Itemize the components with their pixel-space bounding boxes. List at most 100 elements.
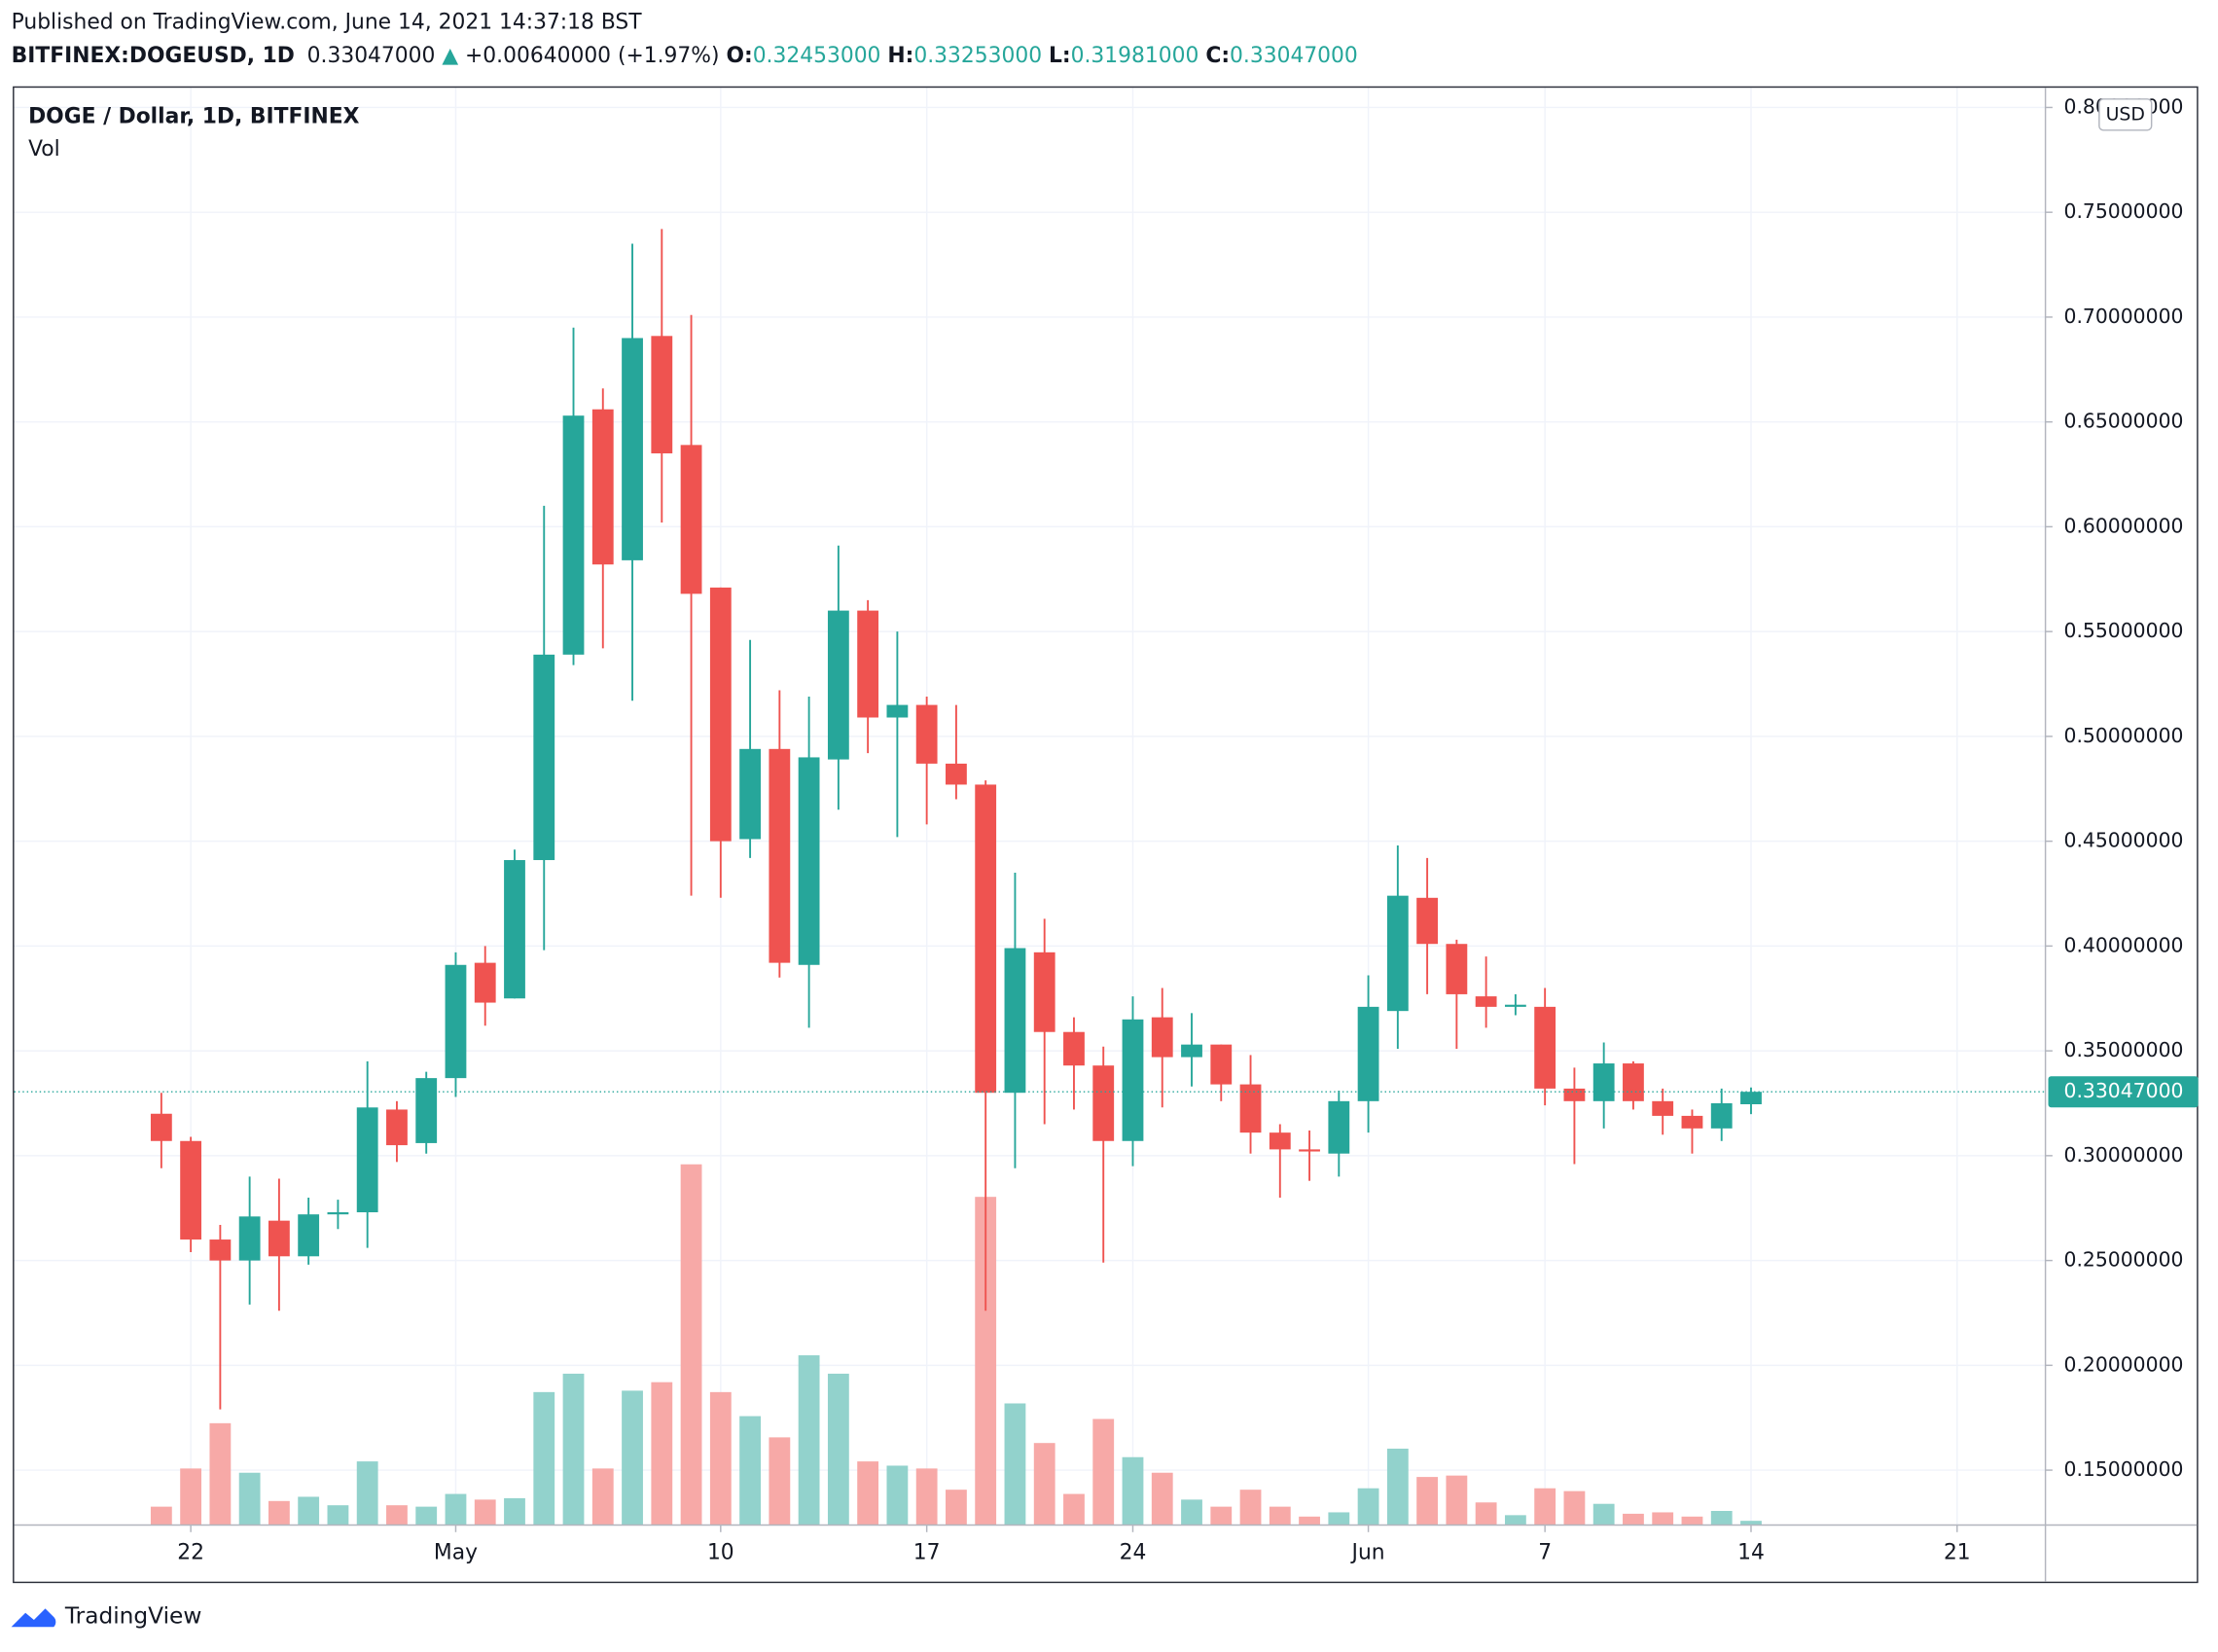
candle-body [680,445,702,594]
volume-bar [238,1472,261,1526]
volume-bar [1386,1449,1409,1526]
candle-body [1151,1017,1173,1058]
candle-body [651,336,673,453]
y-tick-label: 0.45000000 [2064,829,2184,852]
y-tick-label: 0.70000000 [2064,305,2184,328]
candle-body [238,1216,261,1261]
volume-bar [1122,1456,1144,1526]
candle-body [386,1109,408,1146]
candle-body [1504,1004,1526,1007]
volume-bar [857,1461,879,1526]
candle-body [975,784,997,1094]
volume-bar [915,1468,938,1526]
y-tick-label: 0.25000000 [2064,1248,2184,1272]
candle-body [415,1078,438,1143]
volume-bar [445,1493,467,1526]
volume-bar [1328,1512,1350,1526]
candle-body [1446,944,1468,994]
currency[interactable]: USD [2106,103,2145,125]
currency-box[interactable] [2098,98,2153,131]
volume-bar [1681,1516,1703,1526]
volume-bar [1181,1499,1202,1526]
quote-line: BITFINEX:DOGEUSD, 1D 0.33047000 ▲ +0.006… [12,44,1358,68]
volume-bar [1446,1475,1468,1526]
low-label: L: [1049,44,1071,68]
x-tick-label: 17 [913,1541,941,1565]
candle-body [562,415,585,655]
volume-bar [327,1505,349,1526]
volume-bar [1004,1403,1026,1526]
volume-bar [1652,1512,1674,1526]
y-tick-label: 0.15000000 [2064,1457,2184,1481]
volume-bar [622,1390,643,1526]
close-label: C: [1205,44,1230,68]
volume-bar [1092,1419,1115,1526]
volume-bar [1151,1472,1173,1526]
volume-bar [180,1468,202,1526]
volume-bar [1592,1503,1615,1526]
volume-bar [798,1355,820,1526]
x-tick-label: 22 [177,1541,204,1565]
candle-body [946,763,967,785]
volume-bar [680,1164,702,1526]
candle-body [1269,1132,1291,1150]
y-tick-label: 0.30000000 [2064,1143,2184,1167]
volume-bar [591,1468,614,1526]
volume-bar [1475,1502,1497,1526]
y-tick-label: 0.55000000 [2064,619,2184,642]
change: +0.00640000 (+1.97%) [465,44,719,68]
candle-body [1416,897,1439,945]
grid [14,88,2046,1526]
volume-bar [1623,1513,1644,1526]
high-value: 0.33253000 [913,44,1042,68]
candle-body [591,409,614,565]
y-tick-label: 0.65000000 [2064,410,2184,433]
volume-bar [1416,1477,1439,1526]
volume-bar [1063,1493,1085,1526]
x-tick-label: Jun [1350,1541,1385,1565]
volume-bar [1534,1488,1556,1526]
candle-body [769,748,791,963]
candle-body [827,610,849,760]
volume-bar [356,1461,378,1526]
candle-body [1181,1044,1202,1058]
candle-body [1534,1006,1556,1089]
close-value: 0.33047000 [1230,44,1358,68]
open-value: 0.32453000 [753,44,881,68]
logo-mark [11,1608,56,1628]
volume-bar [562,1373,585,1526]
arrow: ▲ [442,44,458,68]
candle-body [1740,1092,1762,1104]
candle-body [1122,1019,1144,1141]
open-label: O: [726,44,752,68]
brand: TradingView [64,1603,201,1630]
y-tick-label: 0.40000000 [2064,933,2184,956]
chart-title: DOGE / Dollar, 1D, BITFINEX [28,105,360,129]
volume-bar [975,1197,997,1526]
marks [14,229,2046,1526]
volume-bar [1710,1510,1733,1526]
candle-body [915,704,938,764]
candle-body [739,748,761,840]
x-tick-label: 21 [1944,1541,1971,1565]
candle-body [1092,1065,1115,1141]
y-tick-label: 0.75000000 [2064,199,2184,223]
candle-body [504,860,525,999]
volume-bar [1299,1516,1320,1526]
volume-bar [268,1500,290,1526]
candle-body [533,654,555,861]
y-tick-label: 0.50000000 [2064,724,2184,747]
x-tick-label: 14 [1737,1541,1765,1565]
candle-body [1681,1115,1703,1129]
y-tick-label: 0.35000000 [2064,1038,2184,1061]
candle-body [356,1107,378,1213]
x-tick-label: 7 [1538,1541,1552,1565]
last-price-box [2048,1076,2199,1108]
low-value: 0.31981000 [1071,44,1199,68]
candle-body [1299,1149,1320,1152]
candle-body [709,587,732,842]
volume-bar [1033,1443,1055,1526]
volume-bar [1504,1515,1526,1526]
y-tick-label: 0.20000000 [2064,1352,2184,1376]
